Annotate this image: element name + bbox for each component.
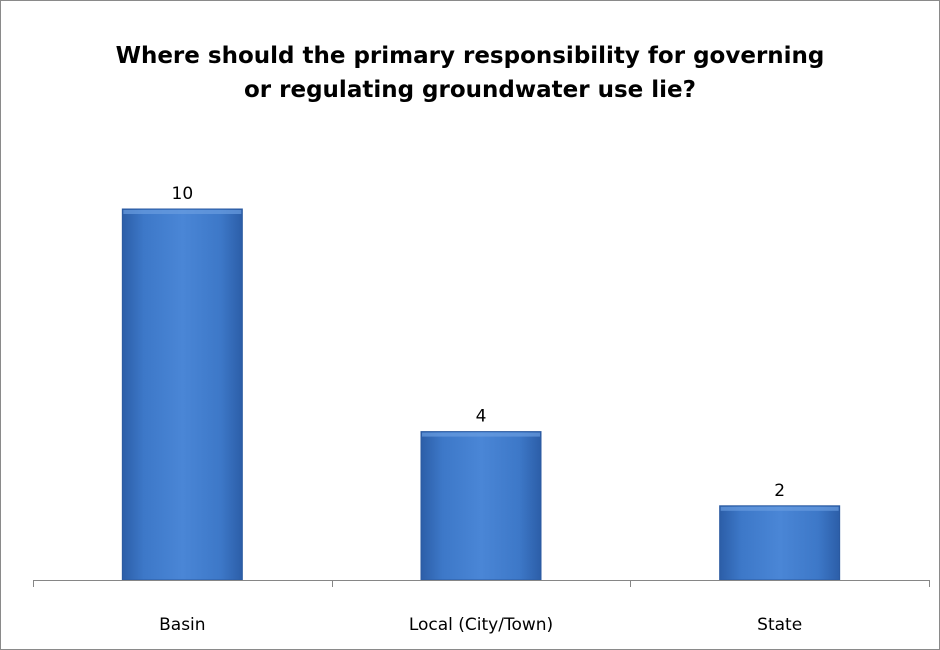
chart-title-line-2: or regulating groundwater use lie? bbox=[244, 77, 696, 103]
bar-local-city-town bbox=[420, 431, 542, 581]
x-tick-label: State bbox=[757, 615, 802, 635]
data-label: 10 bbox=[172, 184, 194, 204]
bar-bevel bbox=[422, 432, 540, 437]
labels-layer: 10 Basin 4 Local (City/Town) 2 State bbox=[159, 184, 802, 635]
data-label: 2 bbox=[774, 481, 785, 501]
bar-bevel bbox=[123, 210, 242, 214]
chart-title-line-1: Where should the primary responsibility … bbox=[115, 43, 825, 69]
bar-bevel bbox=[720, 506, 839, 511]
bar-state bbox=[719, 505, 841, 581]
data-label: 4 bbox=[476, 407, 487, 427]
bar-basin bbox=[121, 208, 243, 581]
x-tick-label: Local (City/Town) bbox=[409, 615, 553, 635]
x-axis bbox=[33, 580, 930, 587]
bars-layer bbox=[121, 208, 841, 581]
x-tick-label: Basin bbox=[159, 615, 205, 635]
chart-title: Where should the primary responsibility … bbox=[1, 39, 939, 107]
